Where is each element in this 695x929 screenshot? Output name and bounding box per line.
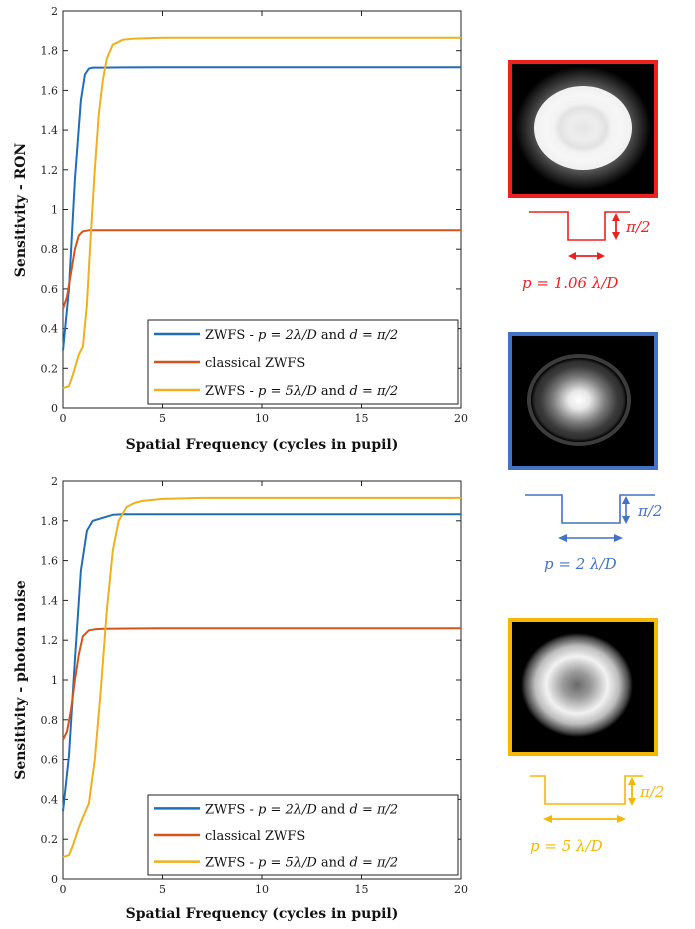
y-tick-label: 1.4: [41, 594, 59, 607]
depth-arrowhead-bottom: [622, 516, 630, 524]
y-tick-label: 0: [51, 873, 58, 886]
x-tick-label: 10: [255, 412, 269, 425]
depth-arrowhead-bottom: [612, 232, 620, 240]
y-tick-label: 1.8: [41, 515, 59, 528]
mask-profile: [529, 211, 630, 241]
width-arrowhead-left: [568, 252, 576, 260]
x-tick-label: 20: [454, 412, 468, 425]
width-arrowhead-right: [597, 252, 605, 260]
width-arrowhead-left: [543, 815, 552, 823]
psf-ring: [521, 633, 633, 737]
series-lines: [62, 496, 461, 859]
y-tick-label: 1.4: [41, 124, 59, 137]
series-line-0: [62, 513, 461, 812]
depth-label: π/2: [639, 783, 664, 801]
y-axis-label: Sensitivity - photon noise: [13, 580, 29, 780]
legend-entry-label: ZWFS - p = 5λ/D and d = π/2: [205, 384, 398, 399]
width-label: p = 2 λ/D: [544, 555, 617, 573]
mask-panel-red: π/2 p = 1.06 λ/D: [508, 60, 658, 292]
depth-arrowhead-top: [622, 496, 630, 504]
width-arrowhead-right: [614, 534, 623, 542]
psf-halo: [527, 354, 631, 446]
y-tick-label: 1.2: [41, 164, 59, 177]
y-tick-label: 1: [51, 674, 58, 687]
y-tick-label: 0.4: [41, 793, 59, 806]
legend: ZWFS - p = 2λ/D and d = π/2 classical ZWF…: [147, 319, 459, 405]
y-tick-label: 2: [51, 475, 58, 488]
y-tick-label: 0.6: [41, 283, 59, 296]
mask-profile: [525, 494, 655, 524]
series-line-2: [62, 36, 461, 390]
legend-entry-label: ZWFS - p = 2λ/D and d = π/2: [205, 802, 398, 817]
x-tick-label: 20: [454, 883, 468, 896]
y-tick-label: 1.2: [41, 634, 59, 647]
y-tick-label: 2: [51, 5, 58, 18]
y-tick-label: 1: [51, 204, 58, 217]
legend-entry-label: classical ZWFS: [205, 356, 305, 371]
legend-entry-label: ZWFS - p = 2λ/D and d = π/2: [205, 328, 398, 343]
depth-arrowhead-top: [628, 777, 636, 785]
x-tick-label: 10: [255, 883, 269, 896]
y-tick-label: 1.6: [41, 555, 59, 568]
mask-panel-yellow: π/2 p = 5 λ/D: [508, 618, 664, 855]
series-line-1: [62, 627, 461, 741]
depth-arrowhead-bottom: [628, 798, 636, 806]
legend: ZWFS - p = 2λ/D and d = π/2 classical ZWF…: [147, 794, 459, 876]
x-tick-label: 5: [159, 412, 166, 425]
mask-profile: [530, 775, 643, 805]
x-tick-label: 15: [355, 883, 369, 896]
width-label: p = 5 λ/D: [530, 837, 603, 855]
y-tick-label: 1.8: [41, 45, 59, 58]
y-tick-label: 0.8: [41, 243, 59, 256]
x-tick-label: 5: [159, 883, 166, 896]
series-line-0: [62, 66, 461, 351]
series-line-2: [62, 496, 461, 859]
width-arrowhead-right: [617, 815, 626, 823]
y-tick-label: 0.6: [41, 754, 59, 767]
x-axis-label: Spatial Frequency (cycles in pupil): [126, 437, 399, 453]
x-tick-label: 15: [355, 412, 369, 425]
y-tick-label: 1.6: [41, 84, 59, 97]
y-tick-label: 0.2: [41, 362, 59, 375]
ticks: 0 5 10 15 20 0 0.2 0.4 0.6 0.8 1 1.2 1.4 1.6 1.8 2: [41, 475, 469, 896]
y-tick-label: 0: [51, 402, 58, 415]
sensitivity-ron-chart: 0 5 10 15 20 0 0.2 0.4 0.6 0.8 1 1.2 1.4 1.6 1.8 2 Spat…: [13, 5, 468, 453]
y-axis-label: Sensitivity - RON: [13, 143, 29, 278]
psf-core: [531, 358, 627, 442]
psf-disk: [534, 86, 632, 170]
depth-label: π/2: [637, 502, 662, 520]
legend-entry-label: classical ZWFS: [205, 829, 305, 844]
x-tick-label: 0: [60, 412, 67, 425]
series-line-1: [62, 229, 461, 310]
mask-panel-blue: π/2 p = 2 λ/D: [508, 332, 662, 573]
series-lines: [62, 36, 461, 390]
width-arrowhead-left: [558, 534, 567, 542]
x-axis-label: Spatial Frequency (cycles in pupil): [126, 906, 399, 922]
legend-entry-label: ZWFS - p = 5λ/D and d = π/2: [205, 856, 398, 871]
sensitivity-photon-noise-chart: 0 5 10 15 20 0 0.2 0.4 0.6 0.8 1 1.2 1.4 1.6 1.8 2 Spat…: [13, 475, 468, 922]
y-tick-label: 0.8: [41, 714, 59, 727]
ticks: 0 5 10 15 20 0 0.2 0.4 0.6 0.8 1 1.2 1.4 1.6 1.8 2: [41, 5, 469, 425]
depth-label: π/2: [625, 218, 650, 236]
x-tick-label: 0: [60, 883, 67, 896]
width-label: p = 1.06 λ/D: [522, 274, 618, 292]
y-tick-label: 0.2: [41, 833, 59, 846]
y-tick-label: 0.4: [41, 323, 59, 336]
depth-arrowhead-top: [612, 213, 620, 221]
